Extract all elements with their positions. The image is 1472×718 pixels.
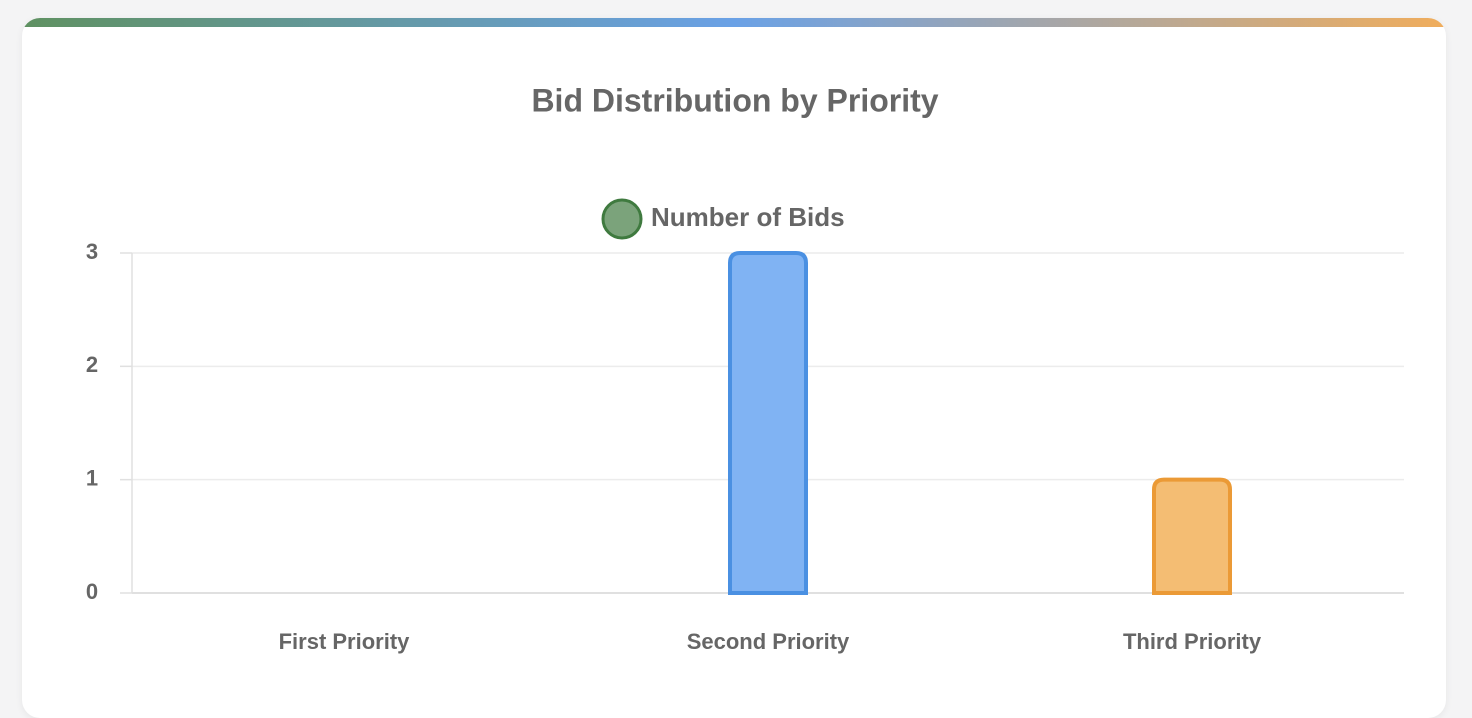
page: {"chart_data": {"type": "bar", "title": … xyxy=(22,18,1446,718)
y-tick-label: 0 xyxy=(86,579,98,604)
legend-swatch xyxy=(601,198,643,240)
x-tick-label: Third Priority xyxy=(1123,629,1262,654)
x-tick-label: Second Priority xyxy=(687,629,850,654)
legend-label: Number of Bids xyxy=(651,202,845,232)
y-tick-label: 2 xyxy=(86,352,98,377)
chart-title: Bid Distribution by Priority xyxy=(531,82,938,118)
bar xyxy=(728,251,808,595)
chart: Bid Distribution by Priority Number of B… xyxy=(86,82,1404,654)
x-tick-label: First Priority xyxy=(279,629,411,654)
y-tick-label: 1 xyxy=(86,465,98,490)
y-tick-label: 3 xyxy=(86,239,98,264)
bar xyxy=(1152,477,1232,595)
accent-bar xyxy=(22,18,1446,27)
